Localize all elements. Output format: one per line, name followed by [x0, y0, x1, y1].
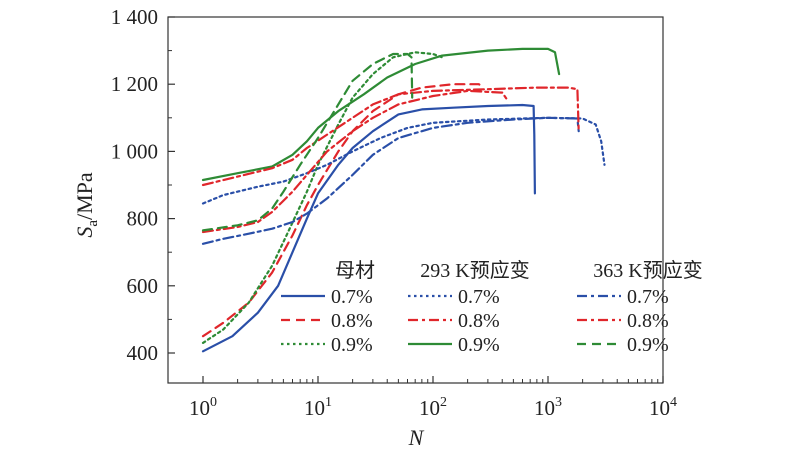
- series-line-base-0p9pct: [201, 51, 444, 344]
- legend-group-title-base-metal: 母材: [335, 259, 375, 282]
- x-tick-label: 101: [304, 395, 332, 420]
- legend-label: 0.7%: [458, 286, 500, 308]
- y-axis-title: Sa/MPa: [72, 172, 101, 238]
- legend-label: 0.8%: [331, 310, 373, 332]
- series-line-363k-0p7pct: [201, 116, 580, 245]
- y-tick-label: 1 000: [111, 139, 158, 163]
- series-line-base-0p7pct: [201, 103, 537, 353]
- x-tick-label: 104: [649, 395, 677, 420]
- y-tick-label: 1 200: [111, 72, 158, 96]
- y-tick-label: 800: [127, 207, 159, 231]
- y-axis-unit: /MPa: [72, 172, 97, 220]
- y-axis-subscript: a: [85, 220, 101, 227]
- y-tick-label: 600: [127, 274, 159, 298]
- legend-label: 0.8%: [458, 310, 500, 332]
- series-line-363k-0p9pct: [201, 52, 414, 232]
- legend-label: 0.8%: [627, 310, 669, 332]
- y-axis-symbol: S: [72, 227, 97, 238]
- legend-group-title-363k: 363 K预应变: [593, 259, 702, 282]
- x-tick-label: 100: [189, 395, 217, 420]
- legend-label: 0.9%: [458, 334, 500, 356]
- series-line-293k-0p9pct: [201, 47, 561, 182]
- series-line-293k-0p7pct: [201, 116, 606, 205]
- series-line-293k-0p8pct: [201, 89, 510, 234]
- y-tick-label: 400: [127, 341, 159, 365]
- y-tick-label: 1 400: [111, 5, 158, 29]
- legend: 母材 293 K预应变 363 K预应变 0.7%0.8%0.9%0.7%0.8…: [281, 259, 703, 356]
- legend-entries: 0.7%0.8%0.9%0.7%0.8%0.9%0.7%0.8%0.9%: [281, 286, 669, 356]
- series-layer: [201, 47, 606, 353]
- x-tick-label: 102: [419, 395, 447, 420]
- legend-label: 0.9%: [627, 334, 669, 356]
- x-tick-label: 103: [534, 395, 562, 420]
- ticks-layer: 400 600 800 1 000 1 200 1 400 100 101 102 103 104: [111, 5, 677, 420]
- legend-label: 0.7%: [331, 286, 373, 308]
- legend-group-title-293k: 293 K预应变: [420, 259, 529, 282]
- legend-label: 0.9%: [331, 334, 373, 356]
- series-line-363k-0p8pct: [201, 86, 580, 187]
- x-axis-title: N: [408, 425, 425, 450]
- legend-label: 0.7%: [627, 286, 669, 308]
- svg-text:Sa/MPa: Sa/MPa: [72, 172, 101, 238]
- series-line-base-0p8pct: [201, 83, 486, 338]
